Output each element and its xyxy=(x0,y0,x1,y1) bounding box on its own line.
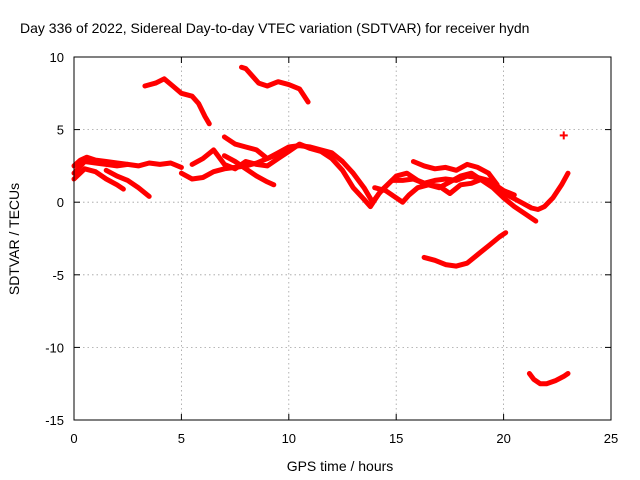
y-tick-label: -5 xyxy=(52,268,64,283)
series-arc-8 xyxy=(189,141,539,224)
axis-ticks xyxy=(73,56,612,421)
series-arc-10 xyxy=(221,153,277,188)
grid xyxy=(74,57,611,420)
series-arc-3 xyxy=(71,166,126,192)
x-tick-label: 20 xyxy=(496,431,510,446)
chart-title: Day 336 of 2022, Sidereal Day-to-day VTE… xyxy=(20,20,529,36)
series-arc-2 xyxy=(71,154,131,169)
y-axis-label: SDTVAR / TECUs xyxy=(6,183,22,295)
y-tick-labels: -15 -10 -5 0 5 10 xyxy=(45,50,64,428)
x-tick-labels: 0 5 10 15 20 25 xyxy=(70,431,618,446)
series-arc-13 xyxy=(421,230,509,269)
data-series xyxy=(71,64,571,387)
series-arc-15 xyxy=(559,131,568,140)
series-arc-12 xyxy=(410,159,500,188)
x-tick-label: 0 xyxy=(70,431,77,446)
series-arc-5 xyxy=(142,76,212,127)
y-tick-label: 5 xyxy=(57,123,64,138)
plot-frame xyxy=(73,56,612,421)
series-arc-11 xyxy=(372,176,517,205)
series-arc-6 xyxy=(239,64,311,105)
y-tick-label: -10 xyxy=(45,340,64,355)
y-tick-label: -15 xyxy=(45,413,64,428)
series-arc-4 xyxy=(103,167,152,199)
x-tick-label: 15 xyxy=(389,431,403,446)
x-tick-label: 5 xyxy=(178,431,185,446)
series-arc-14 xyxy=(526,371,571,387)
x-tick-label: 25 xyxy=(604,431,618,446)
y-tick-label: 0 xyxy=(57,195,64,210)
x-axis-label: GPS time / hours xyxy=(287,458,394,474)
x-tick-label: 10 xyxy=(282,431,296,446)
series-arc-9 xyxy=(221,134,292,162)
y-tick-label: 10 xyxy=(50,50,64,65)
